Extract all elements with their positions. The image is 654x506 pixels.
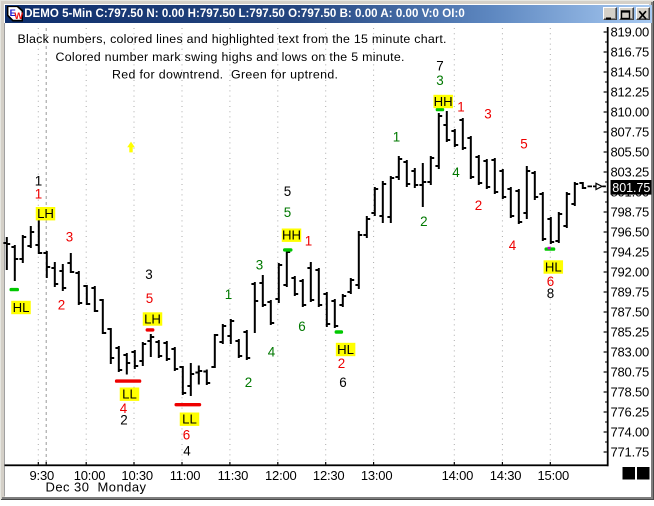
svg-text:LH: LH [37, 206, 54, 221]
svg-text:816.75: 816.75 [611, 44, 650, 59]
svg-text:5: 5 [146, 291, 153, 306]
svg-text:14:00: 14:00 [442, 468, 474, 483]
svg-text:1: 1 [225, 287, 232, 302]
svg-text:789.75: 789.75 [611, 284, 650, 299]
svg-text:6: 6 [547, 274, 554, 289]
svg-text:805.50: 805.50 [611, 144, 650, 159]
svg-text:1: 1 [35, 187, 42, 202]
svg-text:W: W [14, 10, 23, 21]
svg-text:792.00: 792.00 [611, 264, 650, 279]
svg-text:15:00: 15:00 [538, 468, 570, 483]
svg-text:4: 4 [183, 444, 191, 459]
svg-text:11:30: 11:30 [218, 468, 249, 483]
svg-text:4: 4 [120, 401, 128, 416]
svg-text:14:30: 14:30 [490, 468, 522, 483]
svg-text:801.75: 801.75 [612, 181, 650, 195]
svg-text:Colored number mark swing high: Colored number mark swing highs and lows… [56, 50, 405, 64]
svg-text:1: 1 [305, 234, 312, 249]
svg-text:Red for downtrend. Green for: Red for downtrend. Green for uptrend. [112, 68, 338, 82]
svg-text:6: 6 [339, 375, 346, 390]
svg-text:LL: LL [182, 412, 197, 427]
svg-text:1: 1 [393, 130, 400, 145]
svg-text:5: 5 [284, 205, 291, 220]
svg-text:778.50: 778.50 [611, 384, 650, 399]
svg-text:785.25: 785.25 [611, 324, 650, 339]
svg-text:780.75: 780.75 [611, 364, 650, 379]
svg-text:2: 2 [338, 356, 345, 371]
svg-text:11:00: 11:00 [170, 468, 201, 483]
svg-text:LH: LH [144, 311, 161, 326]
svg-text:6: 6 [183, 428, 190, 443]
svg-text:2: 2 [420, 214, 427, 229]
svg-text:3: 3 [145, 267, 152, 282]
svg-text:7: 7 [436, 59, 443, 74]
svg-text:771.75: 771.75 [611, 444, 650, 459]
svg-text:2: 2 [58, 298, 65, 313]
svg-text:776.25: 776.25 [611, 404, 650, 419]
svg-text:HH: HH [434, 94, 453, 109]
svg-text:12:30: 12:30 [313, 468, 345, 483]
svg-text:10:00: 10:00 [74, 468, 106, 483]
svg-text:774.00: 774.00 [611, 424, 650, 439]
svg-text:1: 1 [457, 100, 464, 115]
svg-text:807.75: 807.75 [611, 124, 650, 139]
svg-text:787.50: 787.50 [611, 304, 650, 319]
svg-text:LL: LL [122, 387, 137, 402]
svg-text:814.50: 814.50 [611, 64, 650, 79]
svg-text:9:30: 9:30 [30, 468, 55, 483]
svg-text:4: 4 [268, 345, 276, 360]
svg-text:4: 4 [452, 165, 460, 180]
svg-text:13:00: 13:00 [361, 468, 393, 483]
svg-text:783.00: 783.00 [611, 344, 650, 359]
svg-text:12:00: 12:00 [265, 468, 297, 483]
svg-text:8: 8 [547, 286, 554, 301]
svg-text:6: 6 [298, 319, 305, 334]
svg-text:3: 3 [66, 230, 73, 245]
svg-text:HL: HL [13, 300, 30, 315]
svg-text:HL: HL [545, 259, 562, 274]
svg-text:Dec 30 Monday: Dec 30 Monday [46, 480, 147, 495]
svg-text:794.25: 794.25 [611, 244, 650, 259]
svg-text:3: 3 [436, 73, 443, 88]
svg-text:796.50: 796.50 [611, 224, 650, 239]
svg-text:HL: HL [337, 342, 354, 357]
svg-text:2: 2 [120, 413, 127, 428]
svg-text:2: 2 [475, 198, 482, 213]
svg-text:3: 3 [256, 258, 263, 273]
svg-text:Black numbers, colored lines a: Black numbers, colored lines and highlig… [18, 32, 447, 46]
svg-text:812.25: 812.25 [611, 84, 650, 99]
svg-text:5: 5 [284, 184, 291, 199]
svg-text:819.00: 819.00 [611, 24, 650, 39]
svg-text:798.75: 798.75 [611, 204, 650, 219]
svg-text:E: E [10, 8, 16, 18]
svg-text:3: 3 [484, 107, 491, 122]
svg-text:810.00: 810.00 [611, 104, 650, 119]
svg-text:5: 5 [520, 137, 527, 152]
svg-text:HH: HH [282, 228, 301, 243]
svg-text:10:30: 10:30 [121, 468, 153, 483]
svg-text:1: 1 [35, 174, 42, 189]
svg-text:2: 2 [245, 375, 252, 390]
svg-text:803.25: 803.25 [611, 164, 650, 179]
svg-text:4: 4 [509, 238, 517, 253]
